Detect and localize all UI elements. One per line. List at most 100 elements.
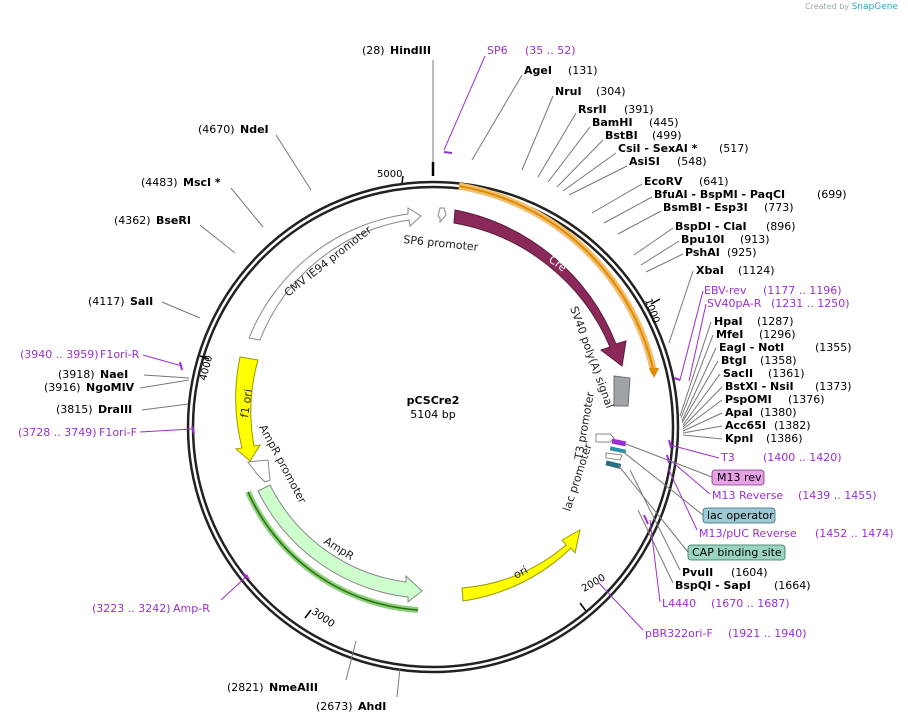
site-ndei-name: NdeI [240,123,269,136]
credit-prefix: Created by [805,2,850,11]
feature-sp6-promoter[interactable] [437,207,447,224]
lead-nrui [521,95,554,171]
site-btgi-pos: (1358) [760,354,797,367]
lead-sacii [682,373,721,426]
primer-sp6-mark [443,151,453,154]
site-csii-name: CsiI - SexAI * [618,142,698,155]
lead-pvuii [629,469,681,571]
primer-t3-name: T3 [720,451,735,464]
site-kpni-name: KpnI [725,432,753,445]
site-bamhi-name: BamHI [592,116,633,129]
feature-sv40[interactable] [613,375,631,407]
site-asisi-pos: (548) [677,155,707,168]
primer-l4440-range: (1670 .. 1687) [711,597,790,610]
site-pspomi-pos: (1376) [788,393,825,406]
lead-lac-operator-box [621,450,704,516]
lead-apai [682,412,723,432]
lead-btgi [681,360,719,424]
lead-mfei [680,334,714,419]
primer-amp-r-name: Amp-R [173,602,210,615]
primer-sv40pa-r-range: (1231 .. 1250) [771,297,850,310]
site-bstxi-pos: (1373) [815,380,852,393]
tick-4000-mark [199,355,210,360]
lead-primer-pbr322ori-f [597,581,644,631]
lead-agei [471,74,523,161]
plasmid-name: pCSCre2 [407,394,460,407]
lead-pspomi [682,399,723,430]
lead-ngomiv [139,379,190,389]
lead-primer-l4440 [649,519,661,603]
lead-eagi [681,347,717,422]
feature-ori-label: ori [511,563,530,581]
feature-f1-ori[interactable] [234,356,262,462]
lead-primer-f1ori-f [139,428,193,433]
site-nrui-name: NruI [555,85,582,98]
cap-site-mark [605,460,622,469]
site-bamhi-pos: (445) [649,116,679,129]
lead-naei [143,374,190,379]
site-sali-name: SalI [130,295,153,308]
site-ngomiv-name: NgoMIV [86,381,135,394]
lead-bspqi [637,509,674,584]
primer-sv40pa-r-name: SV40pA-R [707,297,762,310]
feature-t3-promoter[interactable] [595,433,615,443]
primer-m13puc-reverse-name: M13/pUC Reverse [699,527,797,540]
primer-f1ori-f-mark [191,425,195,435]
site-bseri-pos: (4362) [114,214,151,227]
primer-f1ori-r-mark [179,361,183,371]
lead-pshai [645,253,684,273]
primer-l4440-mark [643,514,649,525]
site-sali-pos: (4117) [88,295,125,308]
tick-label-3000: 3000 [309,606,336,630]
lac-operator-mark [609,446,627,454]
lead-ahdi [396,667,401,698]
feature-ampr-promoter[interactable] [247,459,271,483]
ampr-coverage-line [247,491,419,611]
site-msci-name: MscI * [183,176,221,189]
lead-cap-site-box [617,464,689,553]
site-bseri-name: BseRI [156,214,191,227]
primer-pbr322ori-f-name: pBR322ori-F [645,627,713,640]
lead-xbai [668,270,694,344]
lead-primer-sv40pa-r [688,303,707,382]
site-pvuii-name: PvuII [682,566,713,579]
feature-cmv-promoter[interactable] [248,207,422,341]
primer-ebv-rev-range: (1177 .. 1196) [763,284,842,297]
feature-ori[interactable] [461,529,581,602]
tick-label-2000: 2000 [580,572,608,594]
feature-ampr[interactable] [257,484,423,604]
lead-asisi [568,165,628,196]
site-eagi-pos: (1355) [815,341,852,354]
lead-primer-sp6 [443,55,486,151]
site-bspdi-pos: (896) [766,220,796,233]
site-bstbi-name: BstBI [605,129,638,142]
boxed-lac-operator[interactable] [702,507,776,524]
site-xbai-name: XbaI [696,264,724,277]
boxed-cap-binding-site[interactable] [687,544,786,561]
backbone-outer [186,180,680,674]
site-eagi-name: EagI - NotI [719,341,784,354]
feature-cre[interactable] [453,209,627,367]
primer-t3-mark [668,439,672,449]
primer-m13-reverse-range: (1439 .. 1455) [798,489,877,502]
primer-amp-r-mark [242,572,250,580]
boxed-m13-rev[interactable] [711,469,765,486]
cre-coverage-arrow [649,368,659,378]
site-draiii-name: DraIII [98,403,132,416]
lead-rsrii [537,112,577,178]
site-pspomi-name: PspOMI [725,393,772,406]
primer-sv40pa-r-mark [673,377,681,381]
tick-2000-mark [579,602,587,612]
credit-brand: SnapGene [851,2,898,12]
tick-label-4000: 4000 [198,354,215,381]
feature-lac-promoter[interactable] [605,452,623,461]
site-sacii-name: SacII [723,367,753,380]
lead-draiii [141,403,189,411]
site-ecorv-name: EcoRV [644,175,683,188]
feature-cmv-promoter-label: CMV IE94 promoter [282,223,375,299]
site-hindiii-pos: (28) [362,44,385,57]
site-bpu10i-name: Bpu10I [681,233,725,246]
site-acc65i-name: Acc65I [725,419,766,432]
lead-hpai [679,321,712,417]
primer-amp-r-range: (3223 .. 3242) [92,602,171,615]
